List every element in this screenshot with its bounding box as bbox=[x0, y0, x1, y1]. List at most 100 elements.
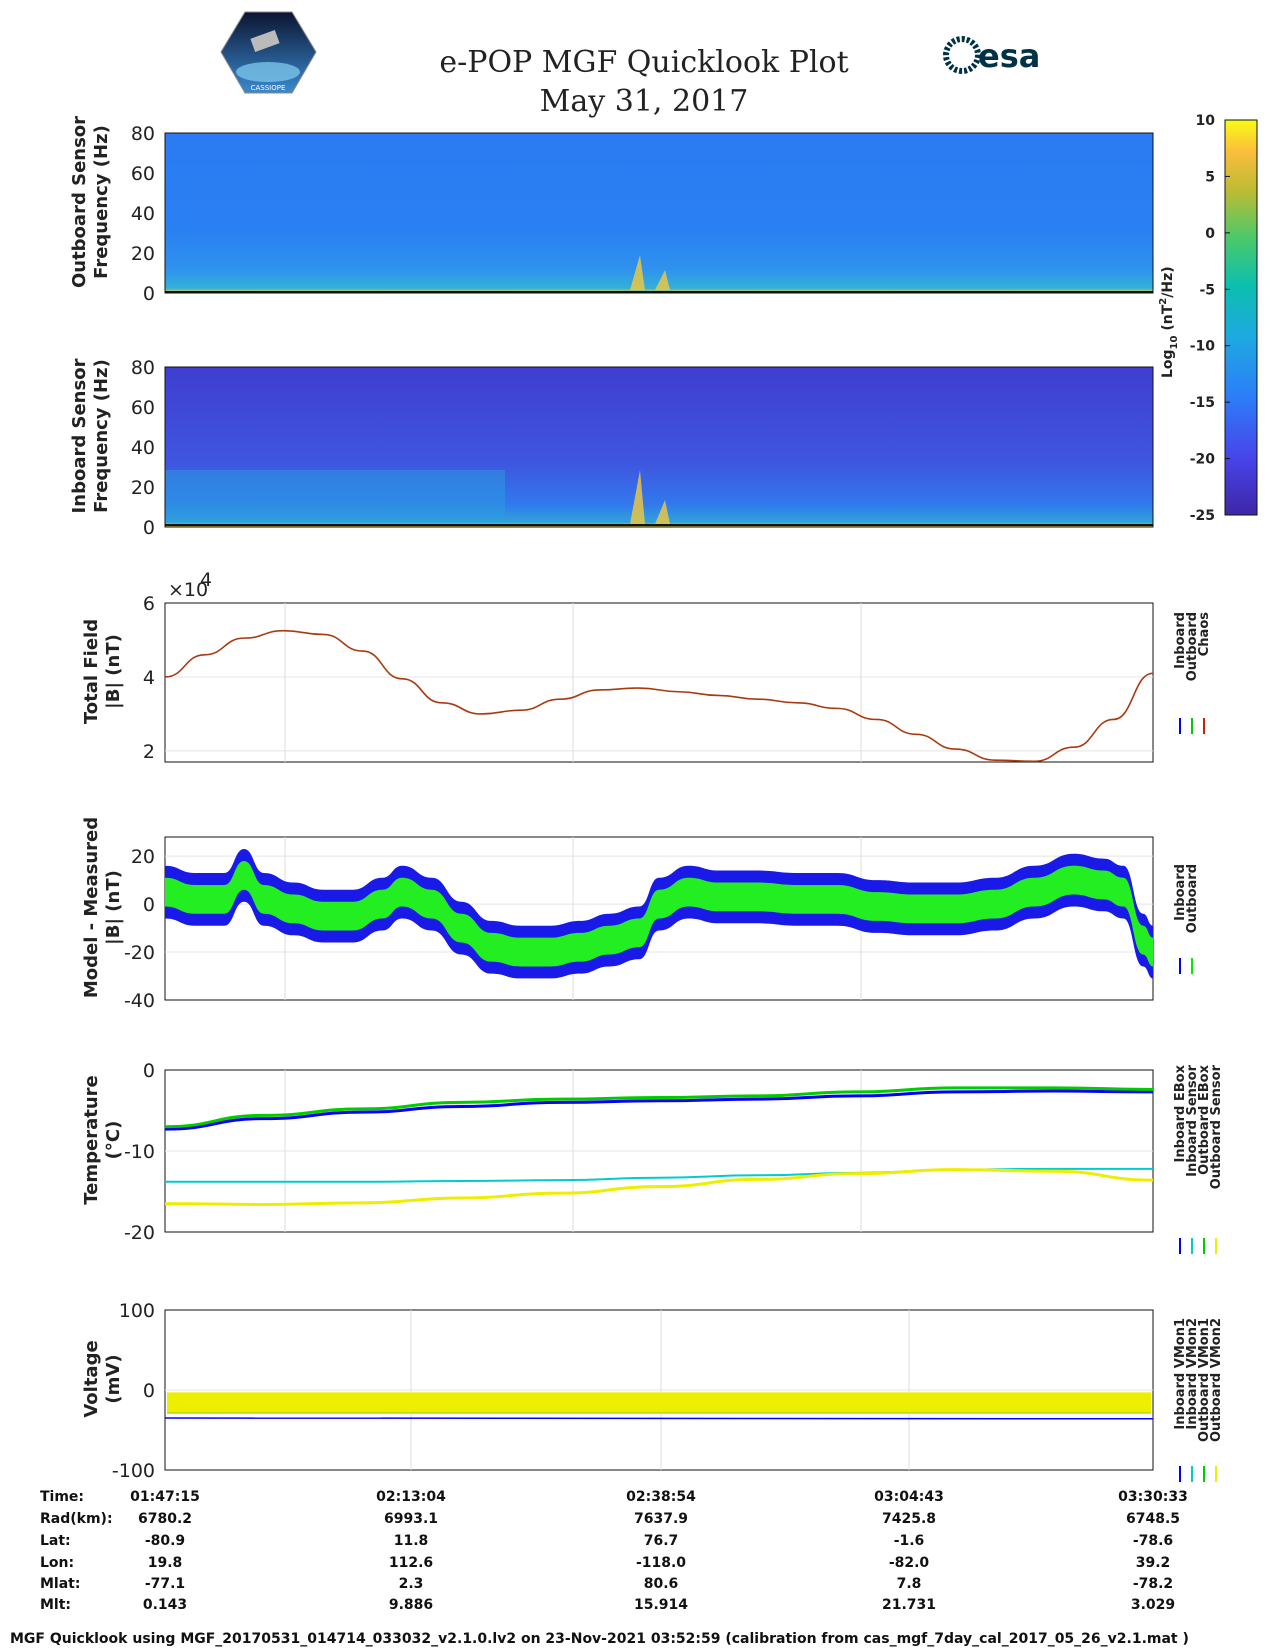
y-tick-label: -100 bbox=[112, 1460, 155, 1482]
row-label: Mlat: bbox=[40, 1576, 80, 1592]
cassiope-logo: CASSIOPE bbox=[220, 11, 317, 94]
cell-value: -77.1 bbox=[145, 1576, 185, 1592]
row-label: Lon: bbox=[40, 1555, 74, 1571]
y-tick-label: 60 bbox=[131, 397, 155, 419]
cell-value: 39.2 bbox=[1136, 1555, 1171, 1571]
cell-value: 76.7 bbox=[644, 1533, 679, 1549]
y-multiplier-exponent: 4 bbox=[200, 569, 212, 591]
esa-logo-text: esa bbox=[978, 37, 1040, 75]
y-tick-label: -40 bbox=[124, 990, 155, 1012]
cell-value: 80.6 bbox=[644, 1576, 679, 1592]
outboard-spectrogram-burst bbox=[630, 255, 670, 290]
y-tick-label: -20 bbox=[124, 942, 155, 964]
cell-value: 01:47:15 bbox=[130, 1489, 200, 1505]
colorbar-tick-label: -5 bbox=[1199, 282, 1215, 298]
cell-value: 03:04:43 bbox=[874, 1489, 944, 1505]
inboard-spectrogram-panel bbox=[164, 366, 1154, 528]
spectrogram-axes: 80 60 40 20 0 Outboard SensorFrequency (Hz) 80… bbox=[69, 116, 155, 539]
y-axis-label: Outboard SensorFrequency (Hz) bbox=[69, 116, 112, 288]
esa-logo: esa bbox=[943, 36, 1040, 75]
cell-value: 03:30:33 bbox=[1118, 1489, 1188, 1505]
cell-value: 0.143 bbox=[143, 1597, 187, 1613]
y-tick-label: 40 bbox=[131, 203, 155, 225]
series-line-3 bbox=[164, 1086, 1154, 1129]
legend-entry: Outboard bbox=[1185, 864, 1200, 933]
colorbar-label: Log10 (nT2/Hz) bbox=[1158, 266, 1180, 378]
cell-value: -78.6 bbox=[1133, 1533, 1173, 1549]
colorbar-tick-label: 5 bbox=[1205, 169, 1215, 185]
legend-entry: Outboard VMon2 bbox=[1209, 1318, 1224, 1442]
colorbar-tick-label: 0 bbox=[1205, 226, 1215, 242]
cassiope-logo-text: CASSIOPE bbox=[251, 84, 286, 92]
colorbar-tick-label: -25 bbox=[1190, 508, 1215, 524]
cell-value: -78.2 bbox=[1133, 1576, 1173, 1592]
cell-value: 21.731 bbox=[882, 1597, 936, 1613]
legend-entry: Outboard bbox=[1185, 612, 1200, 681]
y-axis-label: Voltage(mV) bbox=[81, 1340, 124, 1417]
legend-entry: Outboard EBox bbox=[1197, 1064, 1212, 1174]
voltage-panel: 100 0 -100 Voltage(mV) Inboard VMon1Inboard … bbox=[81, 1300, 1224, 1482]
y-tick-label: 80 bbox=[131, 123, 155, 145]
y-tick-label: 4 bbox=[143, 667, 155, 689]
y-tick-label: 0 bbox=[143, 1380, 155, 1402]
series-line-chaos bbox=[164, 629, 1154, 763]
cell-value: 02:13:04 bbox=[376, 1489, 446, 1505]
row-label: Mlt: bbox=[40, 1597, 71, 1613]
colorbar-tick-label: -15 bbox=[1190, 395, 1215, 411]
row-label: Rad(km): bbox=[40, 1511, 113, 1527]
figure-date: May 31, 2017 bbox=[540, 84, 749, 119]
cell-value: 3.029 bbox=[1131, 1597, 1175, 1613]
series-band-outboard bbox=[165, 860, 1153, 967]
cell-value: 9.886 bbox=[389, 1597, 433, 1613]
y-multiplier: ×10 bbox=[168, 579, 208, 601]
y-tick-label: 0 bbox=[143, 517, 155, 539]
cell-value: -82.0 bbox=[889, 1555, 930, 1571]
outboard-spectrogram-frame bbox=[164, 132, 1154, 294]
y-tick-label: 100 bbox=[119, 1300, 155, 1322]
colorbar-tick-label: 10 bbox=[1196, 113, 1216, 129]
cell-value: -1.6 bbox=[894, 1533, 925, 1549]
y-tick-label: 0 bbox=[143, 894, 155, 916]
colorbar-gradient bbox=[1224, 119, 1258, 516]
colorbar: 10 5 0 -5 -10 -15 -20 -25 Log10 (nT2/Hz) bbox=[1158, 113, 1258, 524]
y-tick-label: -10 bbox=[124, 1141, 155, 1163]
cell-value: -80.9 bbox=[145, 1533, 185, 1549]
cell-value: 15.914 bbox=[634, 1597, 688, 1613]
inboard-spectrogram-burst bbox=[630, 470, 670, 524]
legend-entry: Inboard EBox bbox=[1173, 1064, 1188, 1162]
series-line-4 bbox=[164, 1168, 1154, 1206]
figure-title: e-POP MGF Quicklook Plot bbox=[439, 45, 848, 80]
y-tick-label: 20 bbox=[131, 477, 155, 499]
cell-value: -118.0 bbox=[636, 1555, 686, 1571]
legend-entry: Inboard VMon1 bbox=[1173, 1318, 1188, 1430]
cell-value: 6780.2 bbox=[138, 1511, 192, 1527]
series-line-inboard-vmon1 bbox=[164, 1417, 1154, 1420]
y-tick-label: 20 bbox=[131, 846, 155, 868]
inboard-spectrogram-frame bbox=[164, 366, 1154, 528]
cell-value: 7425.8 bbox=[882, 1511, 936, 1527]
row-label: Time: bbox=[40, 1489, 84, 1505]
y-tick-label: -20 bbox=[124, 1222, 155, 1244]
cell-value: 6993.1 bbox=[384, 1511, 438, 1527]
colorbar-tick-label: -20 bbox=[1190, 452, 1216, 468]
y-tick-label: 2 bbox=[143, 741, 155, 763]
cell-value: 2.3 bbox=[399, 1576, 424, 1592]
y-tick-label: 40 bbox=[131, 437, 155, 459]
outboard-spectrogram-image bbox=[165, 133, 1153, 293]
y-tick-label: 60 bbox=[131, 163, 155, 185]
y-tick-label: 20 bbox=[131, 243, 155, 265]
plot-area bbox=[164, 602, 1154, 763]
cell-value: 02:38:54 bbox=[626, 1489, 696, 1505]
legend-entry: Outboard VMon1 bbox=[1197, 1318, 1212, 1442]
cell-value: 112.6 bbox=[389, 1555, 433, 1571]
cell-value: 7637.9 bbox=[634, 1511, 688, 1527]
outboard-spectrogram-panel bbox=[164, 132, 1154, 294]
orbit-info-table: Time: Rad(km): Lat: Lon: Mlat: Mlt: 01:47:15 67… bbox=[40, 1489, 1188, 1613]
legend-entry: Inboard bbox=[1173, 864, 1188, 921]
y-tick-label: 6 bbox=[143, 593, 155, 615]
row-label: Lat: bbox=[40, 1533, 71, 1549]
figure-caption: MGF Quicklook using MGF_20170531_014714_… bbox=[10, 1631, 1189, 1647]
cell-value: 7.8 bbox=[897, 1576, 922, 1592]
